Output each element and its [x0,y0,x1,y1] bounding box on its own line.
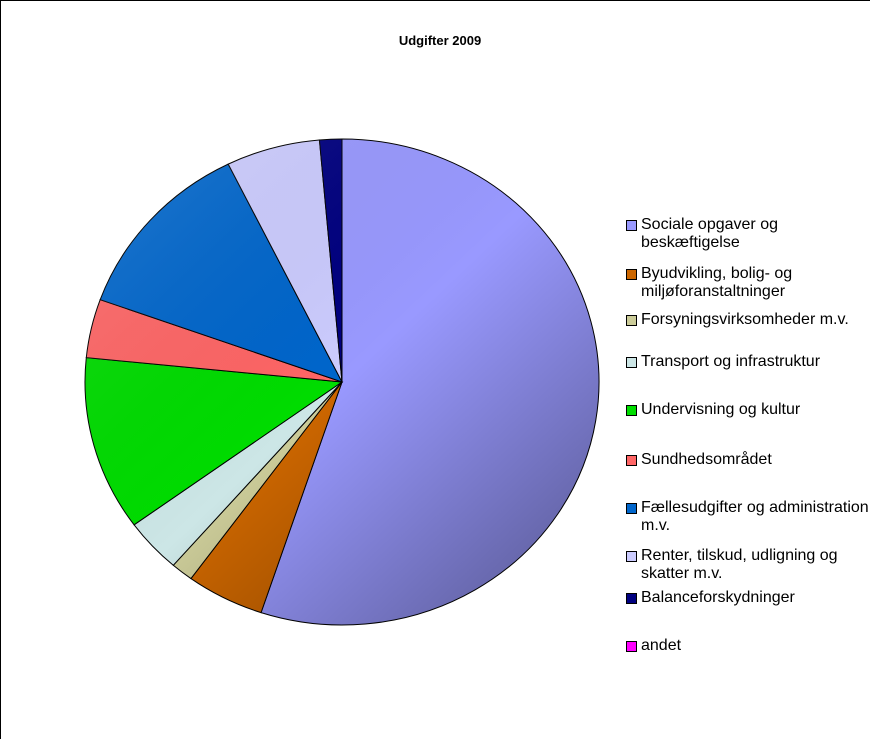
legend-swatch [626,315,637,326]
legend-label: Undervisning og kultur [641,401,801,418]
legend-label: Transport og infrastruktur [641,353,821,370]
legend-label: andet [641,637,682,654]
legend-item: andet [626,637,870,655]
legend-item: Undervisning og kultur [626,401,870,419]
legend-label: Forsyningsvirksomheder m.v. [641,311,849,328]
legend-swatch [626,269,637,280]
legend-item: Renter, tilskud, udligning og skatter m.… [626,547,870,583]
legend-label: Byudvikling, bolig- og miljøforanstaltni… [641,265,793,300]
chart-title: Udgifter 2009 [399,33,481,48]
legend-swatch [626,551,637,562]
legend-item: Fællesudgifter og administration m.v. [626,499,870,535]
legend-item: Byudvikling, bolig- og miljøforanstaltni… [626,265,870,301]
legend-item: Forsyningsvirksomheder m.v. [626,311,870,329]
legend-item: Sundhedsområdet [626,451,870,469]
legend-label: Balanceforskydninger [641,589,795,606]
legend-swatch [626,455,637,466]
legend-label: Fællesudgifter og administration m.v. [641,499,869,534]
legend-label: Renter, tilskud, udligning og skatter m.… [641,547,838,582]
legend-swatch [626,503,637,514]
legend-swatch [626,641,637,652]
legend-item: Balanceforskydninger [626,589,870,607]
legend-item: Transport og infrastruktur [626,353,870,371]
legend-swatch [626,357,637,368]
legend-swatch [626,220,637,231]
legend-label: Sociale opgaver og beskæftigelse [641,216,778,251]
legend-swatch [626,405,637,416]
legend-swatch [626,593,637,604]
legend-label: Sundhedsområdet [641,451,772,468]
pie [84,138,600,626]
legend-item: Sociale opgaver og beskæftigelse [626,216,870,252]
